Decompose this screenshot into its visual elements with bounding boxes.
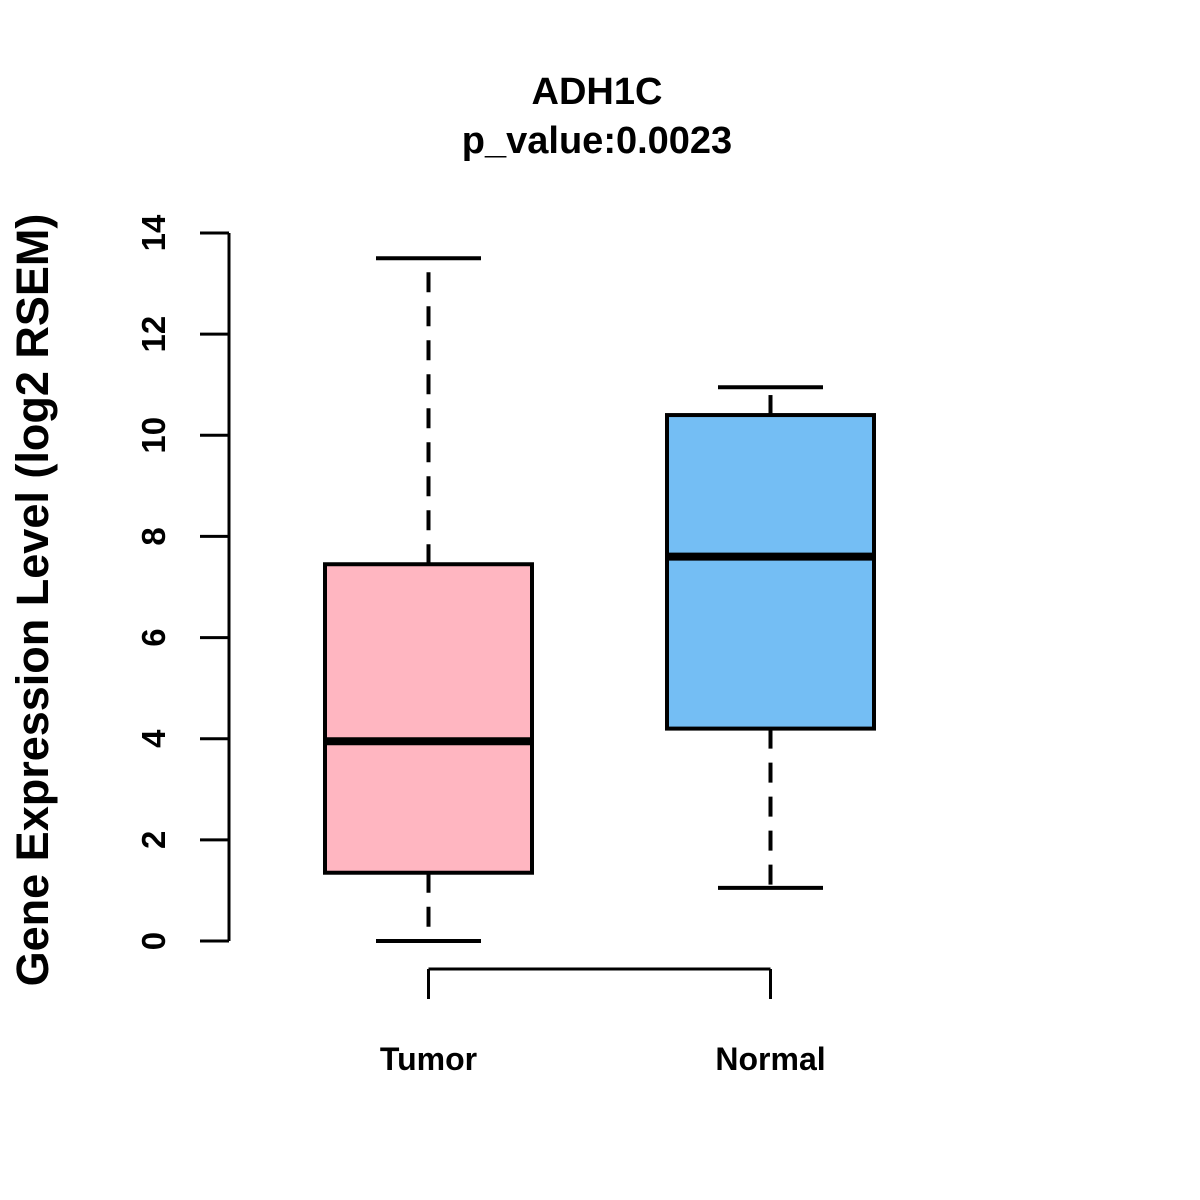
y-tick-label: 14 — [135, 214, 172, 251]
y-tick-label: 0 — [135, 932, 172, 950]
y-axis-label: Gene Expression Level (log2 RSEM) — [7, 214, 58, 987]
y-tick-label: 8 — [135, 527, 172, 545]
y-tick-label: 6 — [135, 628, 172, 646]
chart-subtitle-pvalue: p_value:0.0023 — [462, 120, 732, 162]
plot-area: 0 2 4 6 8 10 12 14 Tumor Normal — [135, 214, 876, 1077]
normal-box — [665, 413, 876, 731]
y-tick-label: 2 — [135, 831, 172, 849]
y-tick-label: 4 — [135, 729, 172, 748]
x-label-tumor: Tumor — [380, 1041, 477, 1077]
y-tick-label: 12 — [135, 316, 172, 353]
x-label-normal: Normal — [715, 1041, 825, 1077]
chart-title: ADH1C — [532, 71, 663, 113]
y-tick-label: 10 — [135, 417, 172, 454]
tumor-box — [323, 562, 534, 875]
